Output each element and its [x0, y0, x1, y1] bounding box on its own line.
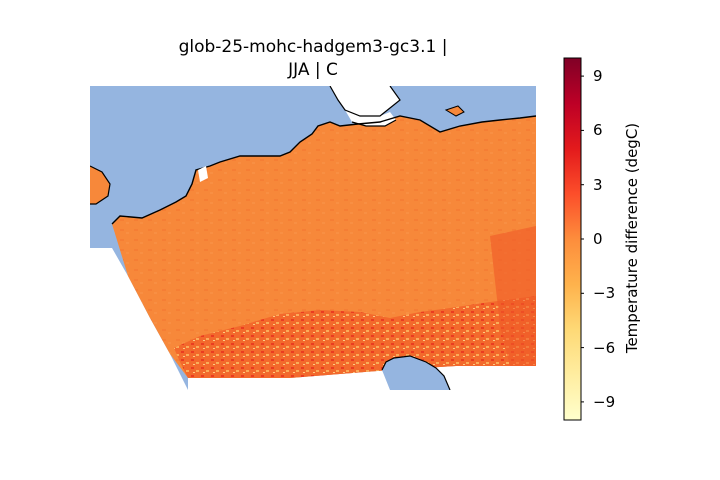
coastline: [90, 165, 111, 205]
british-coast: [90, 166, 110, 204]
coastline: [329, 86, 401, 117]
temperature-difference-map: [90, 86, 536, 390]
colorbar-gradient: [563, 57, 582, 421]
coastline: [111, 115, 536, 225]
coastline: [351, 119, 397, 127]
colorbar-tick-label: 3: [593, 175, 603, 194]
colorbar-tick-label: −6: [593, 338, 616, 357]
danish-islands: [345, 110, 396, 126]
frisian-island: [198, 166, 208, 182]
outside-domain-bottom: [188, 366, 536, 390]
colorbar-tick-label: 6: [593, 121, 603, 140]
alpine-region: [174, 296, 536, 378]
bornholm-island: [444, 105, 465, 117]
colorbar-tick-label: 0: [593, 230, 603, 248]
outside-domain-left: [90, 248, 188, 390]
colorbar-label: Temperature difference (degC): [623, 122, 641, 354]
eastern-warm-zone: [490, 226, 536, 366]
map-title: glob-25-mohc-hadgem3-gc3.1 | JJA | C: [178, 37, 448, 80]
colorbar-tick-label: 9: [593, 67, 603, 86]
colorbar: [563, 57, 584, 421]
scandinavia-land: [330, 86, 400, 116]
colorbar-tick-label: −3: [593, 284, 616, 303]
coastline: [381, 355, 451, 390]
adriatic-sea: [382, 356, 450, 390]
colorbar-tick-label: −9: [593, 392, 616, 411]
colorbar-ticks: [581, 75, 584, 403]
